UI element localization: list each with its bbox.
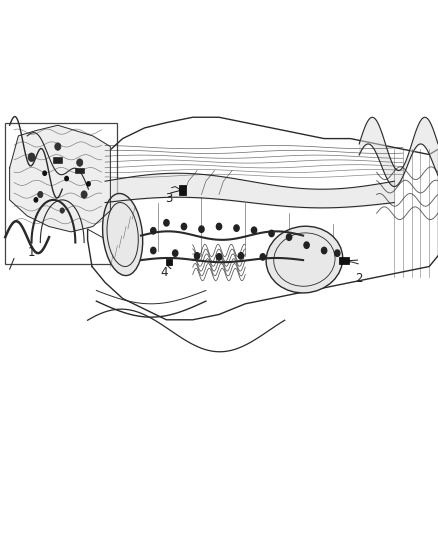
Ellipse shape <box>266 226 343 293</box>
Circle shape <box>238 253 244 259</box>
Circle shape <box>77 159 83 166</box>
Circle shape <box>304 242 309 248</box>
Bar <box>53 157 62 163</box>
Circle shape <box>60 208 64 213</box>
Circle shape <box>55 143 61 150</box>
Text: 4: 4 <box>160 266 168 279</box>
Bar <box>5 123 117 264</box>
Bar <box>339 257 349 264</box>
Polygon shape <box>10 125 110 232</box>
Text: 3: 3 <box>165 192 172 205</box>
Circle shape <box>269 230 274 237</box>
Circle shape <box>151 228 156 234</box>
Circle shape <box>43 171 46 175</box>
Bar <box>75 168 84 173</box>
Circle shape <box>251 227 257 233</box>
Circle shape <box>38 191 43 198</box>
Bar <box>179 185 186 195</box>
Circle shape <box>173 250 178 256</box>
Circle shape <box>151 247 156 254</box>
Circle shape <box>260 254 265 260</box>
Circle shape <box>216 223 222 230</box>
Bar <box>166 259 172 265</box>
Circle shape <box>87 182 90 186</box>
Circle shape <box>28 153 35 161</box>
Circle shape <box>34 198 38 202</box>
Circle shape <box>199 226 204 232</box>
Circle shape <box>216 254 222 260</box>
Circle shape <box>181 223 187 230</box>
Text: 2: 2 <box>355 272 363 285</box>
Circle shape <box>194 253 200 259</box>
Circle shape <box>335 250 340 256</box>
Circle shape <box>286 234 292 240</box>
Circle shape <box>234 225 239 231</box>
Circle shape <box>321 247 327 254</box>
Circle shape <box>164 220 169 226</box>
Circle shape <box>81 191 87 198</box>
Text: 1: 1 <box>28 246 35 259</box>
Circle shape <box>65 176 68 181</box>
Ellipse shape <box>102 193 143 276</box>
